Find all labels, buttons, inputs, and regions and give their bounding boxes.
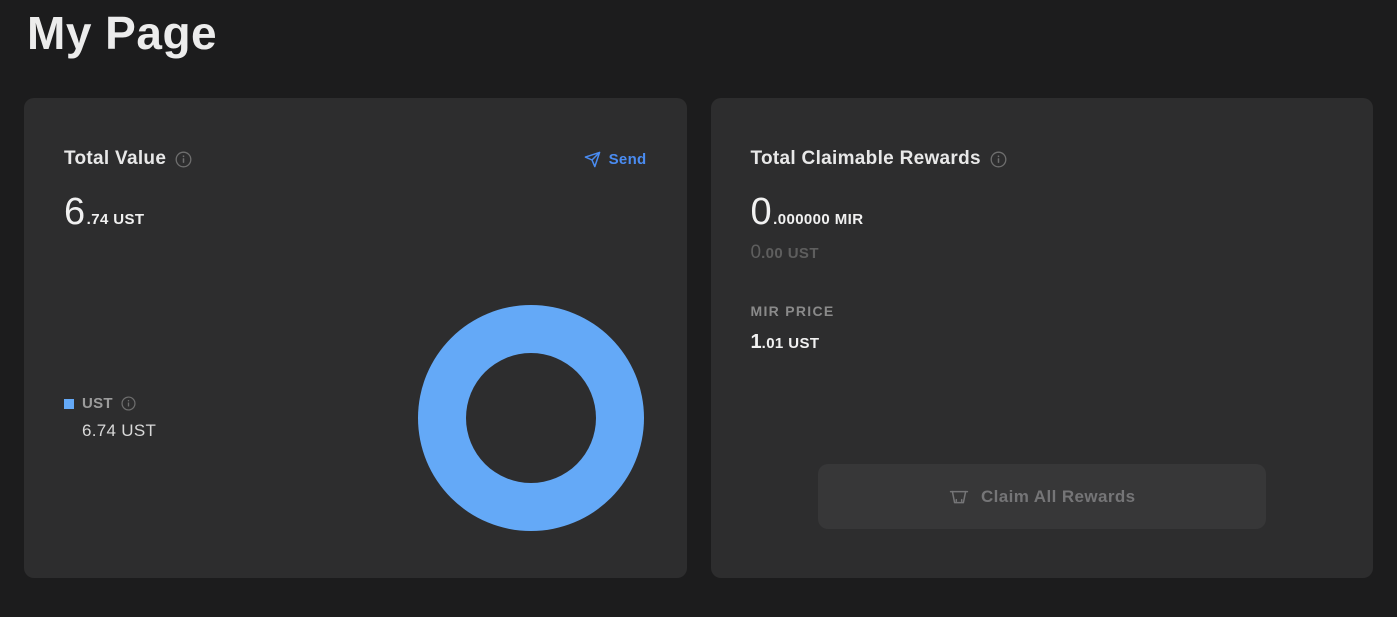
info-icon[interactable] — [990, 151, 1007, 168]
claimable-rewards-card: Total Claimable Rewards 0 .000000 MIR 0 … — [710, 98, 1373, 578]
price-integer: 1 — [750, 331, 762, 353]
legend-label: UST — [82, 395, 113, 412]
rewards-card-header: Total Claimable Rewards — [751, 148, 1334, 170]
paper-plane-icon — [584, 151, 601, 168]
rewards-amount: 0 .000000 MIR — [751, 191, 1334, 234]
legend-value: 6.74 UST — [82, 421, 157, 440]
price-fraction-unit: .01 UST — [761, 335, 820, 352]
amount-fraction-unit: .000000 MIR — [773, 211, 864, 228]
amount-integer: 6 — [64, 191, 86, 233]
rewards-title: Total Claimable Rewards — [750, 148, 981, 169]
info-icon[interactable] — [121, 396, 136, 411]
cards-row: Total Value Send 6 — [24, 98, 1373, 578]
sub-integer: 0 — [750, 242, 762, 263]
total-value-card-header: Total Value Send — [64, 148, 647, 170]
send-button-label: Send — [608, 150, 647, 168]
send-button[interactable]: Send — [584, 151, 647, 168]
chart-legend: UST 6.74 UST — [64, 395, 156, 441]
claim-button-label: Claim All Rewards — [981, 486, 1136, 506]
rewards-amount-ust: 0 .00 UST — [751, 242, 1334, 264]
total-value-card: Total Value Send 6 — [24, 98, 687, 578]
claim-all-rewards-button[interactable]: Claim All Rewards — [817, 464, 1266, 529]
donut-chart — [418, 305, 644, 531]
gem-icon — [948, 486, 970, 508]
total-value-title: Total Value — [64, 148, 167, 169]
legend-swatch — [64, 398, 74, 409]
total-value-amount: 6 .74 UST — [64, 191, 647, 234]
sub-fraction-unit: .00 UST — [761, 245, 819, 262]
info-icon[interactable] — [175, 151, 192, 168]
page-title: My Page — [27, 7, 218, 59]
amount-integer: 0 — [750, 191, 773, 233]
mir-price-label: MIR PRICE — [750, 303, 835, 319]
mir-price-value: 1 .01 UST — [751, 331, 1334, 354]
amount-fraction-unit: .74 UST — [86, 211, 145, 228]
